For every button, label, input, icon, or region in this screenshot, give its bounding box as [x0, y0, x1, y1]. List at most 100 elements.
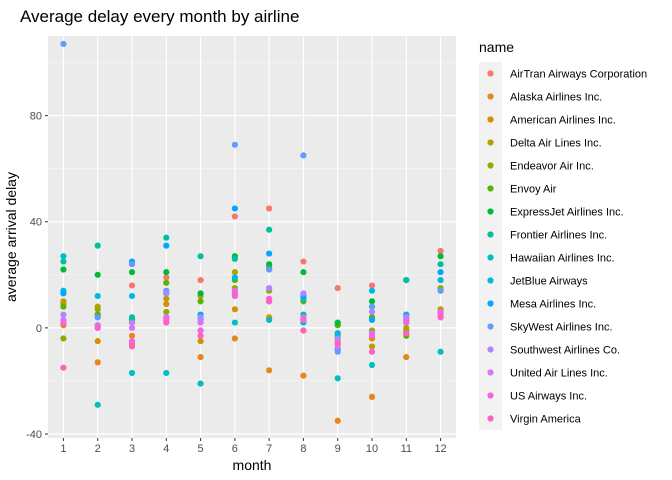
data-point [231, 255, 238, 262]
data-point [300, 258, 307, 265]
data-point [60, 258, 67, 265]
data-point [163, 290, 170, 297]
data-point [163, 308, 170, 316]
data-point [60, 311, 67, 318]
data-point [197, 277, 204, 284]
data-point [128, 269, 136, 276]
data-point [94, 292, 101, 300]
y-tick-label: 80 [30, 111, 42, 123]
chart-title: Average delay every month by airline [20, 7, 299, 26]
legend-key [487, 70, 494, 77]
data-point [266, 205, 273, 212]
data-point [231, 274, 238, 281]
data-point [368, 308, 376, 316]
data-point [197, 380, 204, 387]
legend-key [487, 139, 494, 146]
legend-label: Endeavor Air Inc. [510, 161, 594, 173]
data-points [60, 40, 444, 424]
data-point [403, 314, 410, 321]
data-point [197, 327, 204, 334]
x-tick-label: 6 [232, 443, 238, 455]
legend-key [487, 185, 494, 192]
data-point [231, 290, 238, 297]
data-point [128, 332, 136, 339]
data-point [403, 330, 410, 337]
legend: name AirTran Airways Corporation Alaska A… [479, 39, 647, 430]
data-point [266, 261, 273, 268]
data-point [300, 316, 307, 324]
data-point [163, 369, 170, 377]
data-point [437, 348, 444, 355]
data-point [197, 290, 204, 297]
data-point [334, 348, 341, 355]
data-point [368, 332, 376, 339]
data-point [437, 287, 444, 294]
data-point [60, 298, 67, 305]
data-point [368, 316, 376, 324]
data-point [94, 242, 101, 249]
legend-label: Alaska Airlines Inc. [510, 92, 602, 104]
data-point [94, 306, 101, 313]
data-point [94, 314, 101, 321]
legend-key [487, 323, 494, 330]
legend-key-background [479, 62, 502, 430]
data-point [128, 343, 136, 350]
data-point [60, 319, 67, 326]
data-point [334, 330, 341, 337]
data-point [368, 361, 376, 369]
data-point [94, 324, 101, 331]
data-point [334, 284, 341, 292]
data-point [94, 401, 101, 408]
legend-key [487, 116, 494, 123]
legend-label: AirTran Airways Corporation [510, 69, 647, 81]
data-point [231, 319, 238, 326]
data-point [94, 271, 101, 278]
data-point [266, 284, 273, 292]
data-point [368, 343, 376, 350]
data-point [94, 359, 101, 366]
data-point [266, 226, 273, 233]
data-point [231, 269, 238, 276]
data-point [231, 213, 238, 220]
legend-key [487, 162, 494, 169]
data-point [300, 152, 307, 159]
x-tick-label: 5 [198, 443, 204, 455]
x-tick-label: 3 [129, 443, 135, 455]
data-point [437, 253, 444, 260]
data-point [266, 298, 273, 305]
data-point [300, 290, 307, 297]
data-point [300, 372, 307, 379]
plot-panel [48, 36, 456, 438]
legend-key [487, 415, 494, 422]
data-point [437, 261, 444, 268]
data-point [163, 242, 170, 249]
y-axis-label: average arrival delay [3, 172, 19, 302]
data-point [266, 367, 273, 374]
data-point [60, 40, 67, 48]
data-point [128, 369, 136, 377]
data-point [368, 303, 376, 310]
data-point [368, 282, 376, 289]
x-tick-label: 12 [434, 443, 446, 455]
legend-key [487, 208, 494, 215]
legend-label: Delta Air Lines Inc. [510, 138, 602, 150]
x-tick-label: 1 [60, 443, 66, 455]
data-point [368, 298, 376, 305]
data-point [163, 279, 170, 286]
legend-label: Hawaiian Airlines Inc. [510, 253, 615, 265]
data-point [368, 287, 376, 294]
data-point [334, 340, 341, 347]
data-point [300, 327, 307, 334]
legend-label: Envoy Air [510, 184, 557, 196]
data-point [128, 282, 136, 289]
legend-key [487, 93, 494, 100]
data-point [197, 319, 204, 326]
legend-label: Frontier Airlines Inc. [510, 230, 607, 242]
data-point [231, 205, 238, 212]
data-point [163, 319, 170, 326]
x-tick-label: 10 [366, 443, 378, 455]
data-point [163, 234, 170, 241]
data-point [437, 269, 444, 276]
